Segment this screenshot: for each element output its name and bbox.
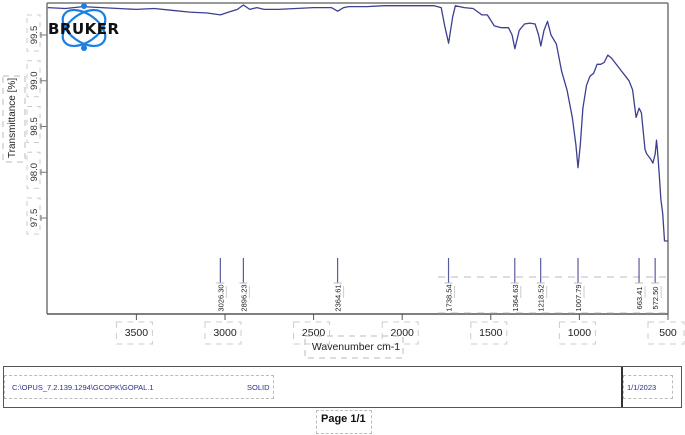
file-path: C:\OPUS_7.2.139.1294\GCOPK\GOPAL.1 — [12, 383, 154, 392]
page-box — [316, 410, 372, 434]
x-label-box — [304, 335, 404, 359]
x-tick-label: 2500 — [302, 327, 326, 339]
logo-text: BRUKER — [48, 20, 120, 38]
y-tick-label: 97.5 — [29, 209, 40, 228]
peak-label: 663.41 — [635, 287, 644, 310]
x-axis: 3500 3000 2500 2000 1500 1000 500 — [115, 314, 685, 345]
x-tick-label: 2000 — [391, 327, 415, 339]
page-indicator: Page 1/1 — [321, 413, 366, 425]
peak-label: 1738.54 — [445, 284, 454, 311]
date: 1/1/2023 — [627, 383, 657, 392]
peak-label: 1007.79 — [574, 284, 583, 311]
ir-spectrum-chart: 99.5 99.0 98.5 98.0 97.5 3500 3000 2500 2000 150… — [2, 2, 685, 359]
spectrum-line — [47, 4, 668, 242]
peak-label: 2364.61 — [334, 284, 343, 311]
spectrum-polyline — [47, 4, 668, 242]
footer-info-box: C:\OPUS_7.2.139.1294\GCOPK\GOPAL.1 SOLID… — [3, 366, 682, 408]
x-tick-label: 3500 — [125, 327, 149, 339]
plot-frame — [46, 2, 669, 315]
bruker-logo: BRUKER — [48, 3, 120, 51]
x-axis-label: Wavenumber cm-1 — [312, 341, 400, 353]
x-tick-label: 3000 — [213, 327, 237, 339]
peak-label: 1364.63 — [511, 284, 520, 311]
x-tick-label: 1000 — [568, 327, 592, 339]
peak-labels: 3026.30 2896.23 2364.61 1738.54 1364.63 1218.… — [216, 258, 668, 314]
y-axis: 99.5 99.0 98.5 98.0 97.5 — [26, 14, 47, 235]
y-axis-label: Transmittance [%] — [7, 78, 18, 158]
y-label-box — [2, 75, 26, 163]
y-tick-label: 98.0 — [29, 163, 40, 182]
peak-label: 3026.30 — [216, 284, 225, 311]
path-field-box — [4, 375, 274, 399]
y-tick-label: 99.5 — [29, 26, 40, 45]
x-tick-label: 1500 — [479, 327, 503, 339]
peak-label: 1218.52 — [537, 284, 546, 311]
footer-divider — [621, 367, 623, 407]
x-tick-label: 500 — [659, 327, 677, 339]
sample-form: SOLID — [247, 383, 270, 392]
y-tick-label: 98.5 — [29, 117, 40, 136]
y-tick-label: 99.0 — [29, 72, 40, 91]
date-field-box — [623, 375, 673, 399]
peak-label: 572.50 — [651, 287, 660, 310]
peak-label: 2896.23 — [239, 284, 248, 311]
